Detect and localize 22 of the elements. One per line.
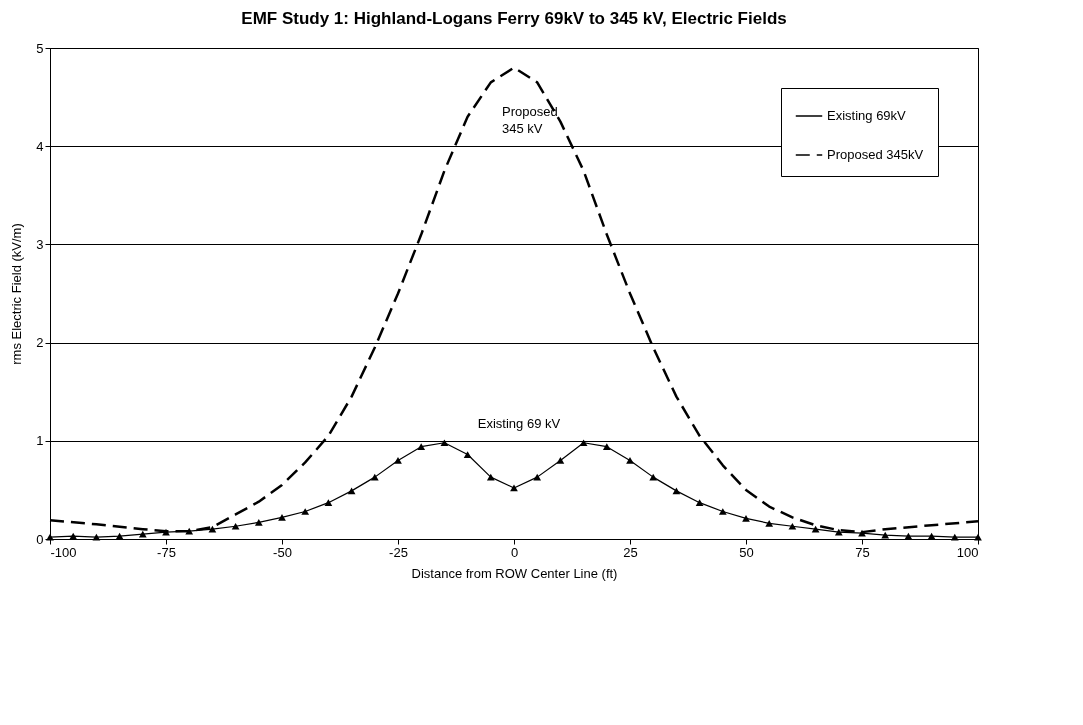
y-tick-label: 4 — [36, 138, 44, 154]
x-tick-label: -100 — [50, 544, 77, 560]
annotation: Existing 69 kV — [477, 415, 561, 431]
legend-label: Proposed 345kV — [827, 147, 924, 162]
x-tick-label: -75 — [157, 544, 176, 560]
x-tick-label: 0 — [510, 544, 519, 560]
x-tick-label: 100 — [956, 544, 979, 560]
x-tick-label: 75 — [855, 544, 870, 560]
x-tick-label: -25 — [389, 544, 408, 560]
y-axis-title: rms Electric Field (kV/m) — [9, 223, 25, 365]
x-tick-label: 25 — [623, 544, 638, 560]
x-axis-title: Distance from ROW Center Line (ft) — [411, 565, 618, 581]
y-tick-label: 3 — [36, 236, 44, 252]
y-tick-label: 5 — [36, 40, 44, 56]
x-tick-label: -50 — [273, 544, 292, 560]
chart-title: EMF Study 1: Highland-Logans Ferry 69kV to 345 kV, Electric Fields — [241, 9, 787, 28]
y-tick-label: 0 — [36, 531, 44, 547]
y-tick-label: 1 — [36, 433, 44, 449]
legend-label: Existing 69kV — [827, 108, 907, 123]
y-tick-label: 2 — [36, 335, 44, 351]
annotation: Proposed 345 kV — [502, 103, 558, 136]
x-tick-label: 50 — [739, 544, 754, 560]
